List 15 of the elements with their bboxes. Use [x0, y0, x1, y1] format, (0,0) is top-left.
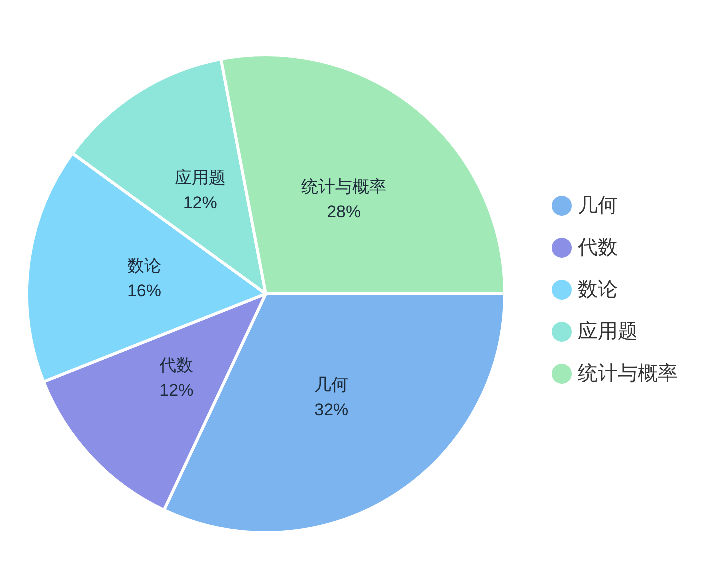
legend-label: 几何	[578, 195, 618, 217]
legend-label: 应用题	[578, 321, 638, 343]
legend-label: 数论	[578, 279, 618, 301]
data-label: 28%	[327, 202, 362, 222]
slice-label: 几何	[314, 375, 349, 394]
data-label: 32%	[314, 400, 349, 420]
legend-label: 统计与概率	[578, 363, 678, 385]
legend-label: 代数	[577, 237, 618, 259]
data-label: 12%	[160, 380, 194, 400]
slice-label: 数论	[127, 256, 162, 276]
slice-label: 统计与概率	[302, 178, 387, 197]
data-label: 16%	[127, 282, 162, 301]
slice-label: 应用题	[174, 168, 226, 188]
data-label: 12%	[183, 194, 218, 213]
slice-label: 代数	[158, 356, 194, 375]
